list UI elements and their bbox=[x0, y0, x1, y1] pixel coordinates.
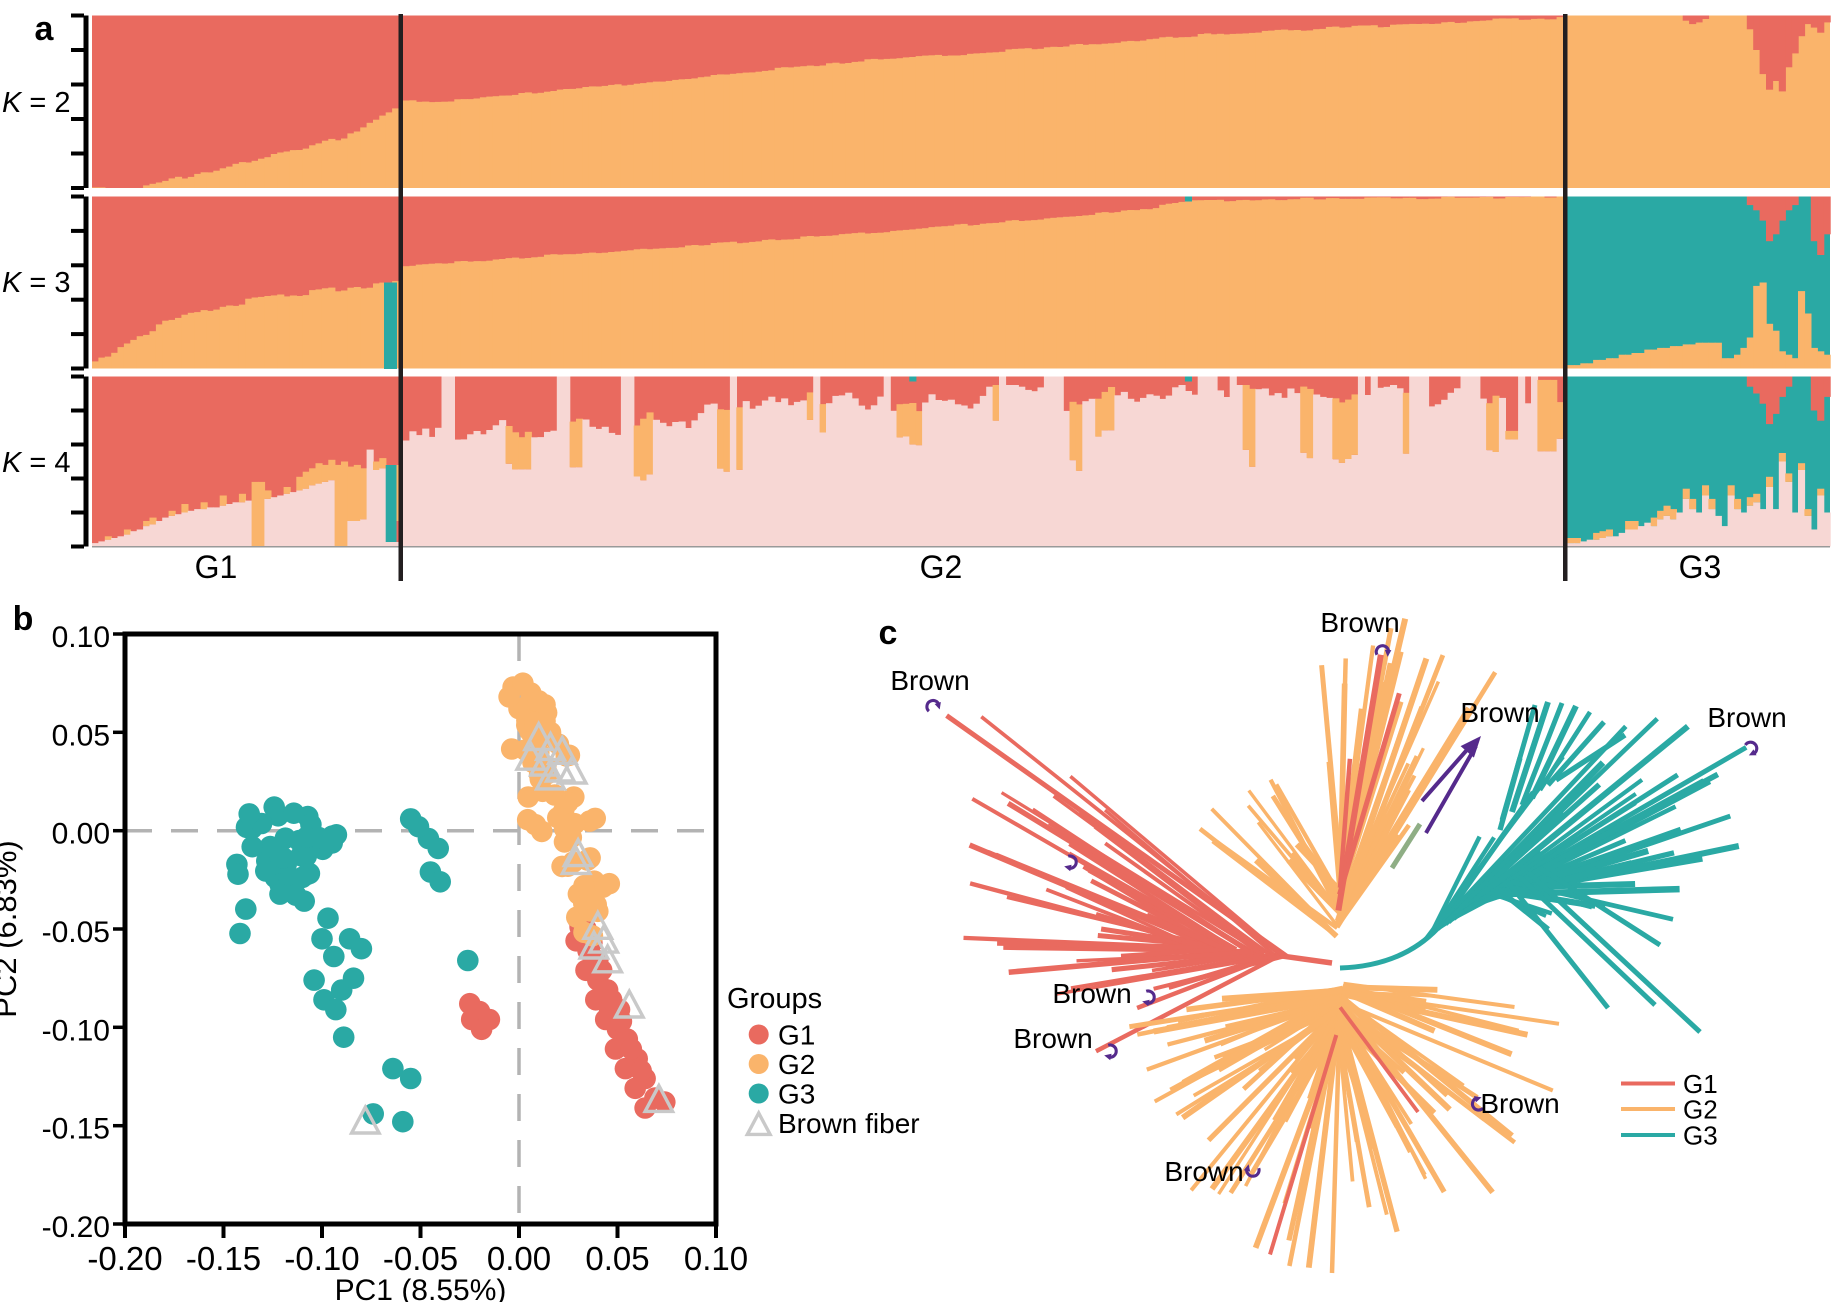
svg-text:Brown: Brown bbox=[1052, 978, 1131, 1009]
svg-text:-0.20: -0.20 bbox=[87, 1240, 162, 1277]
svg-text:PC1 (8.55%): PC1 (8.55%) bbox=[335, 1274, 507, 1302]
svg-text:Brown: Brown bbox=[1480, 1088, 1559, 1119]
svg-text:PC2 (6.83%): PC2 (6.83%) bbox=[0, 840, 23, 1017]
svg-text:Brown: Brown bbox=[1164, 1156, 1243, 1187]
svg-text:Groups: Groups bbox=[727, 983, 822, 1015]
svg-text:K = 3: K = 3 bbox=[2, 267, 71, 299]
svg-text:0.10: 0.10 bbox=[52, 621, 110, 654]
svg-text:0.05: 0.05 bbox=[52, 719, 110, 752]
svg-text:0.00: 0.00 bbox=[487, 1240, 551, 1277]
svg-text:b: b bbox=[13, 600, 34, 638]
svg-text:G2: G2 bbox=[778, 1049, 815, 1080]
svg-text:G1: G1 bbox=[195, 549, 238, 585]
svg-text:G3: G3 bbox=[1683, 1121, 1718, 1151]
svg-text:G2: G2 bbox=[920, 549, 963, 585]
svg-text:K = 2: K = 2 bbox=[2, 87, 71, 119]
svg-text:-0.05: -0.05 bbox=[42, 916, 110, 949]
svg-text:-0.20: -0.20 bbox=[42, 1211, 110, 1244]
svg-text:-0.10: -0.10 bbox=[284, 1240, 359, 1277]
svg-text:-0.15: -0.15 bbox=[42, 1113, 110, 1146]
svg-text:Brown: Brown bbox=[1013, 1023, 1092, 1054]
svg-text:0.10: 0.10 bbox=[684, 1240, 748, 1277]
svg-text:Brown: Brown bbox=[890, 665, 969, 696]
svg-text:Brown fiber: Brown fiber bbox=[778, 1108, 920, 1139]
svg-text:0.00: 0.00 bbox=[52, 818, 110, 851]
svg-text:G1: G1 bbox=[778, 1020, 815, 1051]
svg-text:-0.15: -0.15 bbox=[186, 1240, 261, 1277]
svg-text:G1: G1 bbox=[1683, 1069, 1718, 1099]
svg-text:G3: G3 bbox=[1679, 549, 1722, 585]
svg-text:a: a bbox=[35, 10, 55, 48]
svg-text:Brown: Brown bbox=[1460, 697, 1539, 728]
svg-text:G3: G3 bbox=[778, 1079, 815, 1110]
svg-text:0.05: 0.05 bbox=[585, 1240, 649, 1277]
svg-text:Brown: Brown bbox=[1707, 702, 1786, 733]
svg-text:-0.10: -0.10 bbox=[42, 1014, 110, 1047]
svg-text:G2: G2 bbox=[1683, 1095, 1718, 1125]
svg-text:Brown: Brown bbox=[1320, 607, 1399, 638]
svg-text:K = 4: K = 4 bbox=[2, 447, 71, 479]
svg-text:-0.05: -0.05 bbox=[383, 1240, 458, 1277]
svg-text:c: c bbox=[879, 614, 898, 652]
